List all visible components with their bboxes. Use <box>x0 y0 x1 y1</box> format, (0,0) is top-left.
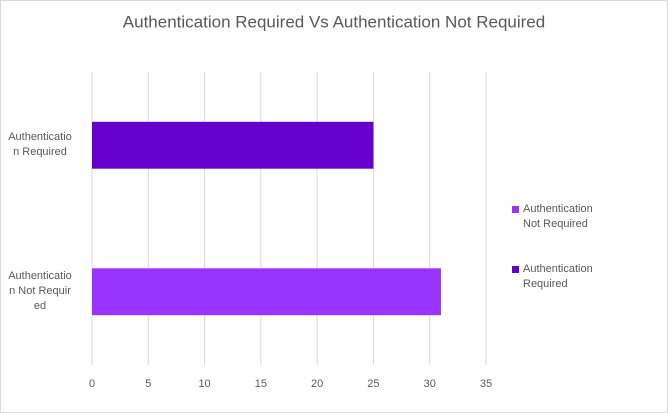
x-tick-label: 20 <box>311 378 323 390</box>
y-tick-label: Authentication Not Required <box>8 270 72 313</box>
legend-label: Authentication Required <box>523 263 593 290</box>
x-tick-label: 25 <box>367 378 379 390</box>
x-tick-label: 5 <box>145 378 151 390</box>
x-tick-label: 15 <box>255 378 267 390</box>
legend-swatch <box>512 206 519 213</box>
x-tick-label: 0 <box>89 378 95 390</box>
y-tick-label: Authentication Required <box>8 131 72 159</box>
x-tick-label: 35 <box>480 378 492 390</box>
bar <box>92 121 374 169</box>
x-tick-label: 10 <box>198 378 210 390</box>
x-tick-label: 30 <box>424 378 436 390</box>
legend-label: Authentication Not Required <box>523 203 593 230</box>
bar <box>92 268 441 316</box>
legend-swatch <box>512 266 519 273</box>
chart-title: Authentication Required Vs Authenticatio… <box>123 12 545 31</box>
